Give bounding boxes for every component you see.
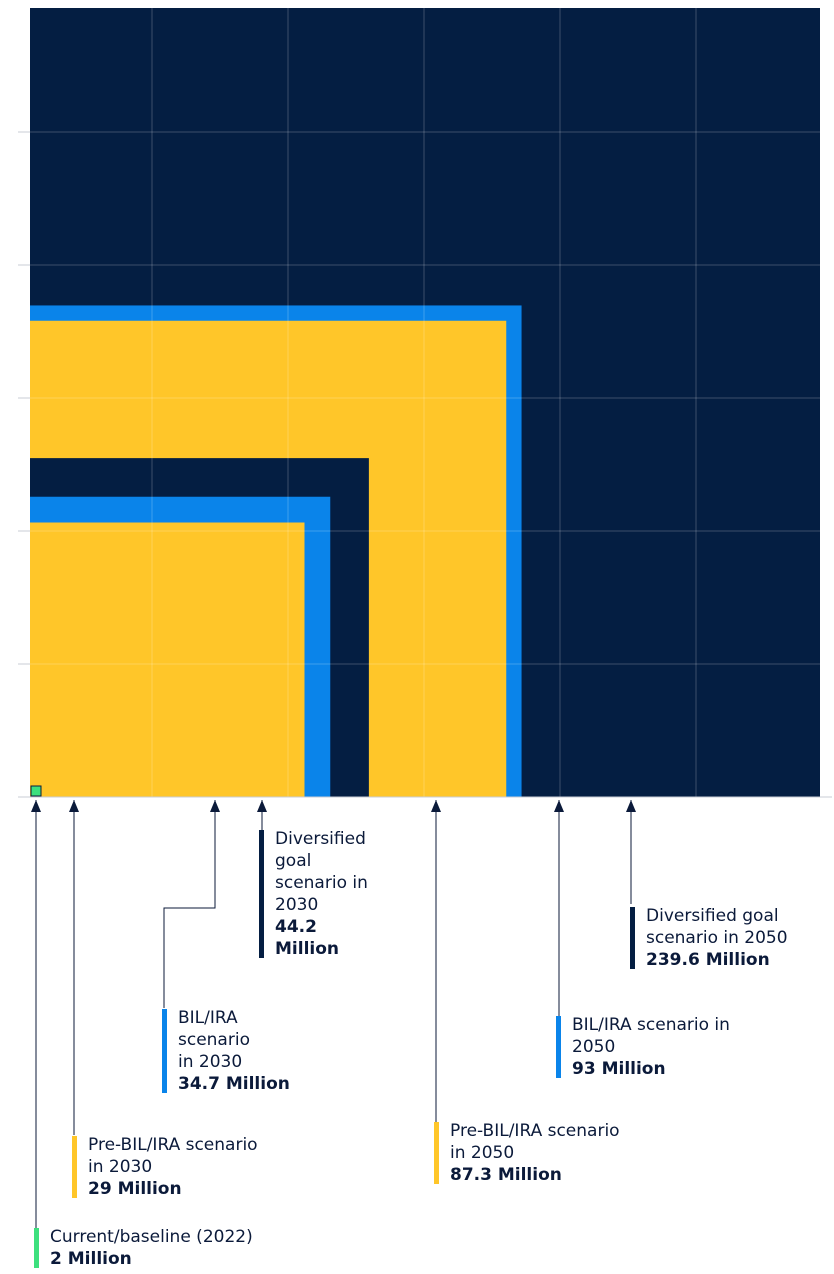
label-bil-ira-2030: BIL/IRA scenario in 2030 34.7 Million: [162, 1007, 313, 1095]
label-bil-ira-2050: BIL/IRA scenario in 2050 93 Million: [556, 1014, 732, 1080]
diversified-2050-arrowhead: [626, 800, 636, 812]
bil-ira-2050-arrowhead: [554, 800, 564, 812]
label-color-bar: [162, 1009, 167, 1093]
label-color-bar: [259, 830, 264, 958]
label-diversified-2050: Diversified goal scenario in 2050 239.6 …: [630, 905, 834, 971]
label-color-bar: [72, 1136, 77, 1198]
label-color-bar: [630, 907, 635, 969]
label-pre-bil-ira-2030: Pre-BIL/IRA scenario in 2030 29 Million: [72, 1134, 278, 1200]
square-pre-bil-ira-2030: [30, 522, 305, 797]
square-current-2022: [30, 785, 42, 797]
pre-bil-ira-2050-arrowhead: [431, 800, 441, 812]
label-current-2022: Current/baseline (2022) 2 Million: [34, 1226, 310, 1270]
pre-bil-ira-2030-arrowhead: [69, 800, 79, 812]
label-color-bar: [434, 1122, 439, 1184]
label-color-bar: [556, 1016, 561, 1078]
bil-ira-2030-leader: [163, 800, 216, 1008]
bil-ira-2030-arrowhead: [210, 800, 220, 812]
current-2022-arrowhead: [31, 800, 41, 812]
diversified-2030-arrowhead: [257, 800, 267, 812]
label-pre-bil-ira-2050: Pre-BIL/IRA scenario in 2050 87.3 Millio…: [434, 1120, 620, 1186]
label-diversified-2030: Diversified goal scenario in 2030 44.2 M…: [259, 828, 385, 960]
label-color-bar: [34, 1228, 39, 1268]
